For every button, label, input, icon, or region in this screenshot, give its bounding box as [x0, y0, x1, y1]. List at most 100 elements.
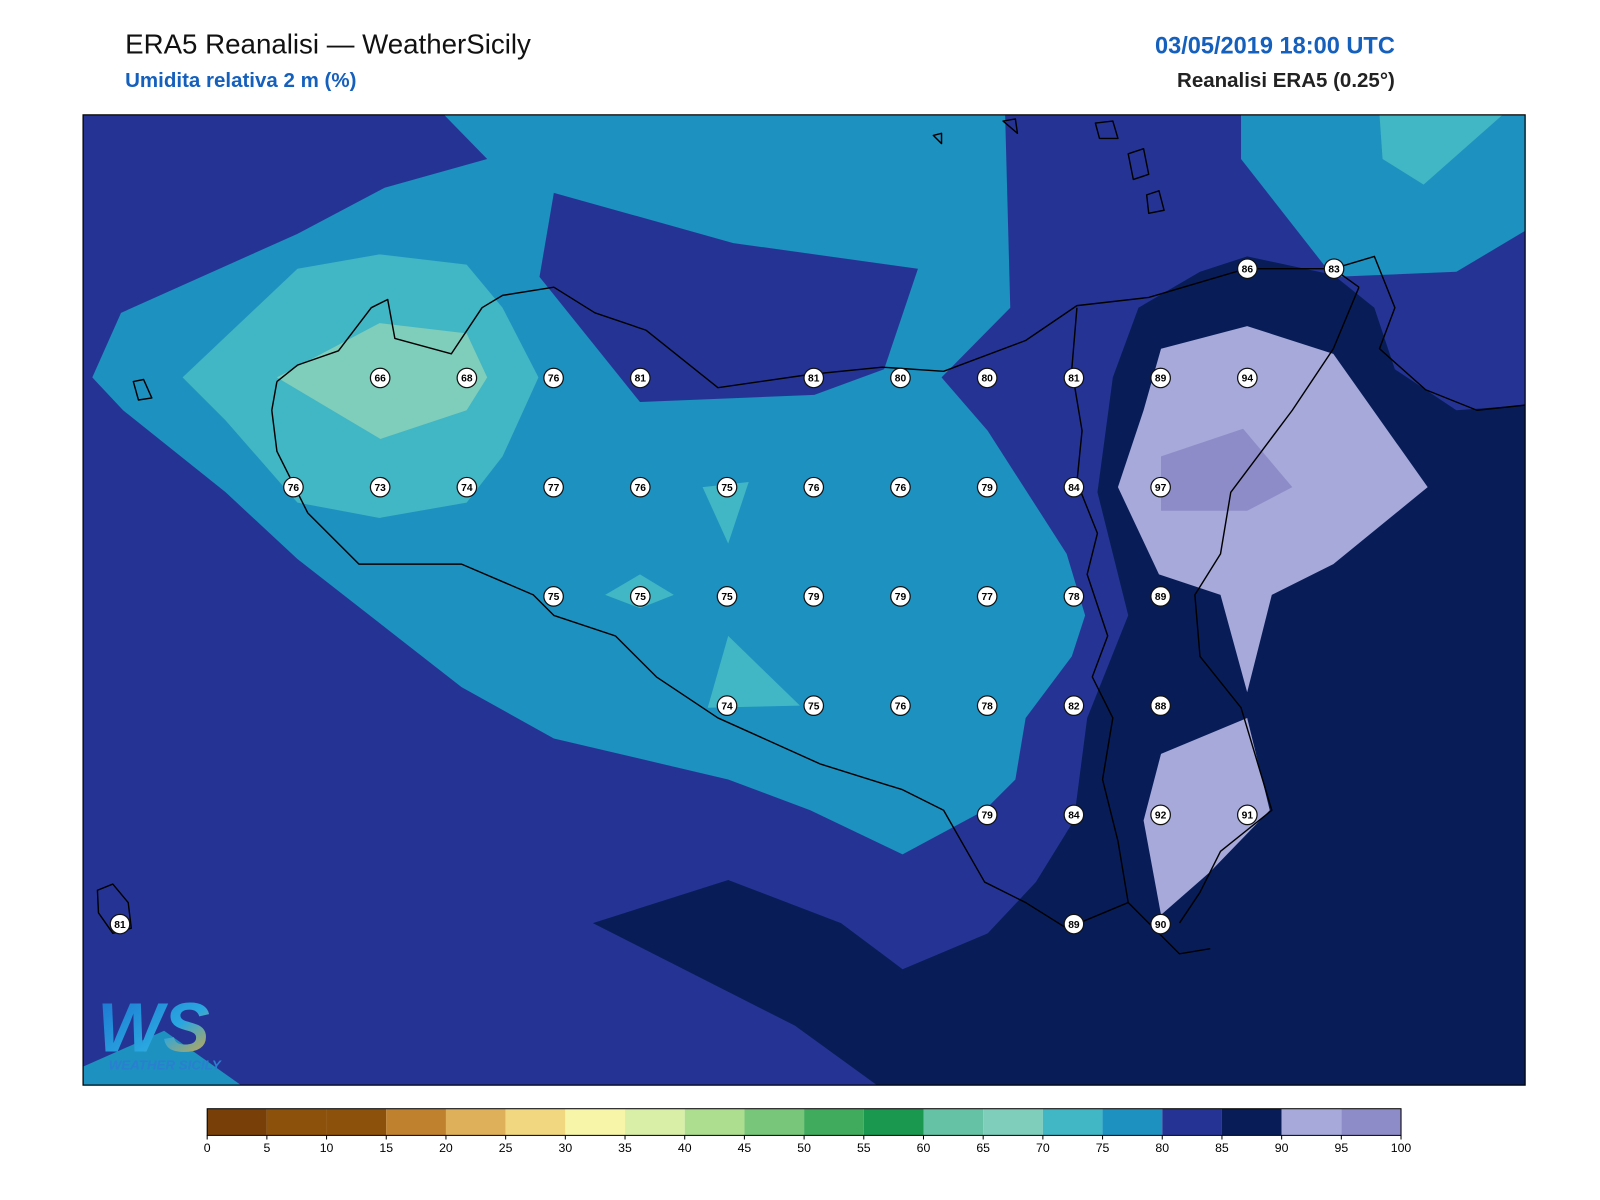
station-value: 84	[1068, 483, 1080, 494]
colorbar-tick-label: 90	[1275, 1141, 1289, 1155]
station-value: 76	[895, 701, 907, 712]
station-value: 92	[1155, 811, 1167, 822]
station-value: 76	[288, 483, 300, 494]
colorbar-tick-label: 20	[439, 1141, 453, 1155]
colorbar-box	[923, 1108, 984, 1136]
colorbar-box	[1281, 1108, 1342, 1136]
field-70-75	[1379, 114, 1503, 185]
station-value: 66	[374, 374, 386, 385]
map-area	[83, 114, 1526, 1086]
station-value: 75	[721, 592, 733, 603]
source: Reanalisi ERA5 (0.25°)	[1177, 69, 1395, 92]
station-marker	[1150, 367, 1171, 389]
colorbar-box	[1341, 1108, 1402, 1136]
station-value: 81	[1068, 374, 1080, 385]
colorbar-box	[207, 1108, 267, 1136]
station-marker	[890, 695, 911, 716]
station-marker	[369, 367, 391, 389]
station-value: 77	[981, 592, 993, 603]
field-90-95	[1117, 326, 1428, 693]
logo-text: WEATHER SICILY	[109, 1058, 222, 1073]
station-marker	[976, 804, 998, 826]
logo-mark: WS	[97, 988, 209, 1066]
station-value: 86	[1242, 264, 1254, 275]
station-layer: 86 83 66 68 76 81 81 80 80 81 89 94 76 73 74 77 76 75 76 76…	[109, 258, 1345, 935]
colorbar-box	[1221, 1108, 1282, 1136]
station-marker	[1236, 258, 1258, 280]
station-marker	[716, 586, 738, 607]
colorbar-box	[744, 1108, 805, 1136]
station-value: 79	[981, 811, 993, 822]
station-value: 84	[1068, 811, 1080, 822]
colorbar-box	[266, 1108, 327, 1136]
station-marker	[976, 695, 998, 716]
station-value: 80	[981, 374, 993, 385]
station-marker	[1063, 913, 1085, 935]
colorbar-box	[1042, 1108, 1103, 1136]
colorbar-box	[1102, 1108, 1163, 1136]
station-marker	[456, 367, 478, 389]
station-value: 76	[895, 483, 907, 494]
field-90-95	[1143, 717, 1270, 915]
station-value: 81	[114, 920, 126, 931]
station-marker	[1150, 804, 1171, 826]
colorbar-box	[625, 1108, 685, 1136]
station-marker	[109, 913, 131, 935]
station-marker	[890, 367, 911, 389]
island	[932, 118, 1165, 215]
colorbar-tick-label: 0	[204, 1141, 211, 1155]
coastline	[1178, 286, 1360, 924]
station-value: 75	[635, 592, 647, 603]
colorbar-box	[326, 1108, 387, 1136]
colorbar-box	[863, 1108, 924, 1136]
station-marker	[629, 586, 651, 607]
station-marker	[1063, 586, 1085, 607]
colorbar-box	[386, 1108, 446, 1136]
station-value: 83	[1328, 264, 1340, 275]
colorbar-tick-label: 25	[499, 1141, 513, 1155]
colorbar-tick-label: 10	[320, 1141, 334, 1155]
datetime: 03/05/2019 18:00 UTC	[1155, 32, 1395, 58]
station-marker	[543, 586, 564, 607]
title: ERA5 Reanalisi — WeatherSicily	[125, 28, 531, 59]
station-marker	[976, 586, 998, 607]
colorbar-tick-label: 100	[1391, 1141, 1412, 1155]
station-marker	[716, 476, 738, 498]
station-value: 94	[1242, 374, 1254, 385]
station-value: 74	[461, 483, 473, 494]
station-marker	[1063, 476, 1085, 498]
station-value: 79	[981, 483, 993, 494]
station-marker	[543, 476, 564, 498]
map-frame	[82, 114, 1526, 1086]
station-marker	[803, 695, 825, 716]
colorbar-tick-label: 50	[797, 1141, 811, 1155]
colorbar-tick-label: 15	[379, 1141, 393, 1155]
station-marker	[976, 476, 998, 498]
station-marker	[1150, 695, 1171, 716]
colorbar-tick-label: 5	[263, 1141, 270, 1155]
station-value: 82	[1068, 701, 1080, 712]
colorbar-tick-label: 85	[1215, 1141, 1229, 1155]
colorbar-tick-label: 60	[917, 1141, 931, 1155]
colorbar-box	[445, 1108, 506, 1136]
station-value: 76	[808, 483, 820, 494]
station-value: 81	[808, 374, 820, 385]
island	[132, 378, 153, 401]
station-value: 80	[895, 374, 907, 385]
station-value: 68	[461, 374, 473, 385]
station-marker	[1063, 804, 1085, 826]
station-value: 81	[635, 374, 647, 385]
station-marker	[1063, 367, 1085, 389]
station-marker	[1150, 476, 1171, 498]
station-value: 89	[1068, 920, 1080, 931]
colorbar-box	[804, 1108, 864, 1136]
field-75-80	[83, 1030, 242, 1086]
field-70-75	[702, 482, 749, 544]
colorbar-tick-label: 75	[1096, 1141, 1110, 1155]
station-value: 75	[548, 592, 560, 603]
field-80-85	[539, 192, 918, 403]
colorbar-tick-label: 80	[1155, 1141, 1169, 1155]
station-value: 79	[895, 592, 907, 603]
